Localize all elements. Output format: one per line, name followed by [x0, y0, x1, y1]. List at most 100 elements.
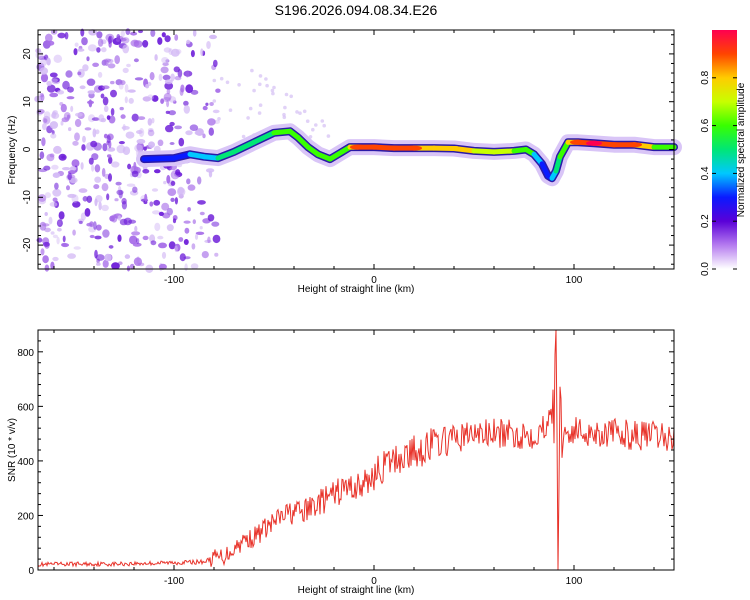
noise-speckle	[212, 234, 221, 244]
noise-speckle	[151, 117, 155, 124]
noise-speckle	[252, 88, 256, 93]
noise-speckle	[270, 88, 275, 93]
noise-speckle	[72, 229, 76, 236]
noise-speckle	[170, 197, 175, 202]
noise-speckle	[320, 119, 325, 123]
noise-speckle	[237, 83, 241, 87]
noise-speckle	[118, 141, 125, 145]
noise-speckle	[326, 134, 331, 138]
noise-speckle	[77, 48, 85, 52]
spectrogram-ticks	[38, 30, 674, 269]
noise-speckle	[208, 170, 213, 178]
noise-speckle	[82, 196, 88, 202]
noise-speckle	[84, 127, 92, 131]
spectrogram-y-tick-label: -20	[22, 237, 33, 252]
noise-speckle	[87, 44, 97, 52]
ridge-segment	[215, 149, 237, 161]
noise-speckle	[81, 144, 86, 151]
noise-speckle	[77, 71, 82, 76]
noise-speckle	[142, 235, 149, 241]
noise-speckle	[134, 225, 138, 232]
noise-speckle	[44, 212, 48, 216]
noise-speckle	[147, 94, 154, 101]
noise-speckle	[102, 85, 110, 90]
noise-speckle	[150, 29, 156, 37]
noise-speckle	[61, 243, 69, 248]
noise-speckle	[102, 143, 108, 152]
snr-y-axis: 0 200 400 600 800 SNR (10 * v/v)	[7, 348, 34, 577]
noise-speckle	[110, 108, 115, 116]
noise-speckle	[42, 123, 47, 131]
snr-y-tick-label: 800	[17, 348, 34, 359]
colorbar-tick-label: 0.0	[700, 262, 711, 276]
snr-y-tick-label: 400	[17, 457, 34, 468]
noise-speckle	[126, 63, 131, 68]
ridge-peak	[570, 139, 586, 145]
noise-speckle	[78, 220, 83, 225]
noise-speckle	[45, 33, 53, 43]
spectrogram-y-tick-label: 10	[22, 96, 33, 108]
noise-speckle	[121, 37, 130, 44]
noise-speckle	[87, 100, 94, 105]
snr-y-tick-label: 0	[28, 566, 34, 577]
noise-speckle	[43, 118, 48, 123]
noise-speckle	[214, 252, 219, 257]
noise-speckle	[162, 212, 171, 219]
noise-speckle	[136, 238, 140, 244]
noise-speckle	[78, 188, 88, 193]
ridge-peak	[350, 144, 366, 150]
noise-speckle	[185, 130, 193, 136]
noise-speckle	[48, 216, 53, 225]
noise-speckle	[149, 201, 154, 207]
noise-speckle	[158, 263, 167, 270]
snr-x-tick-label: 0	[371, 576, 377, 587]
noise-speckle	[197, 200, 206, 205]
noise-speckle	[40, 248, 45, 256]
noise-speckle	[157, 139, 164, 147]
ridge-segment	[141, 155, 177, 162]
noise-speckle	[126, 183, 136, 187]
noise-speckle	[95, 129, 100, 135]
noise-speckle	[161, 251, 167, 259]
noise-speckle	[142, 169, 150, 174]
noise-speckle	[94, 176, 102, 183]
noise-speckle	[162, 62, 169, 66]
noise-speckle	[39, 67, 49, 75]
noise-speckle	[212, 109, 220, 114]
noise-speckle	[127, 89, 136, 93]
noise-speckle	[157, 37, 163, 45]
spectrogram-x-tick-label: -100	[164, 275, 184, 286]
noise-speckle	[50, 261, 55, 270]
snr-frame	[37, 329, 675, 571]
noise-speckle	[84, 208, 91, 217]
noise-speckle	[295, 110, 299, 114]
noise-speckle	[209, 102, 214, 106]
noise-speckle	[186, 178, 191, 185]
noise-speckle	[133, 40, 143, 48]
noise-speckle	[95, 195, 103, 203]
colorbar-tick-label: 0.6	[700, 118, 711, 132]
noise-speckle	[67, 193, 77, 198]
noise-speckle	[116, 144, 126, 154]
noise-speckle	[124, 96, 128, 104]
noise-speckle	[80, 28, 85, 37]
noise-speckle	[49, 72, 58, 78]
noise-speckle	[63, 112, 71, 121]
colorbar-tick-label: 0.4	[700, 166, 711, 180]
noise-speckle	[145, 84, 150, 89]
noise-speckle	[132, 186, 138, 193]
noise-speckle	[183, 239, 189, 245]
noise-speckle	[46, 84, 56, 93]
noise-speckle	[264, 77, 268, 81]
noise-speckle	[199, 211, 205, 216]
noise-speckle	[62, 80, 70, 90]
spectrogram-y-tick-label: 0	[22, 146, 33, 152]
noise-speckle	[92, 62, 99, 67]
noise-speckle	[258, 74, 263, 78]
noise-speckle	[183, 256, 191, 260]
noise-speckle	[199, 226, 203, 230]
noise-speckle	[101, 47, 107, 53]
noise-speckle	[74, 132, 80, 141]
noise-speckle	[164, 82, 174, 90]
noise-speckle	[100, 93, 105, 99]
